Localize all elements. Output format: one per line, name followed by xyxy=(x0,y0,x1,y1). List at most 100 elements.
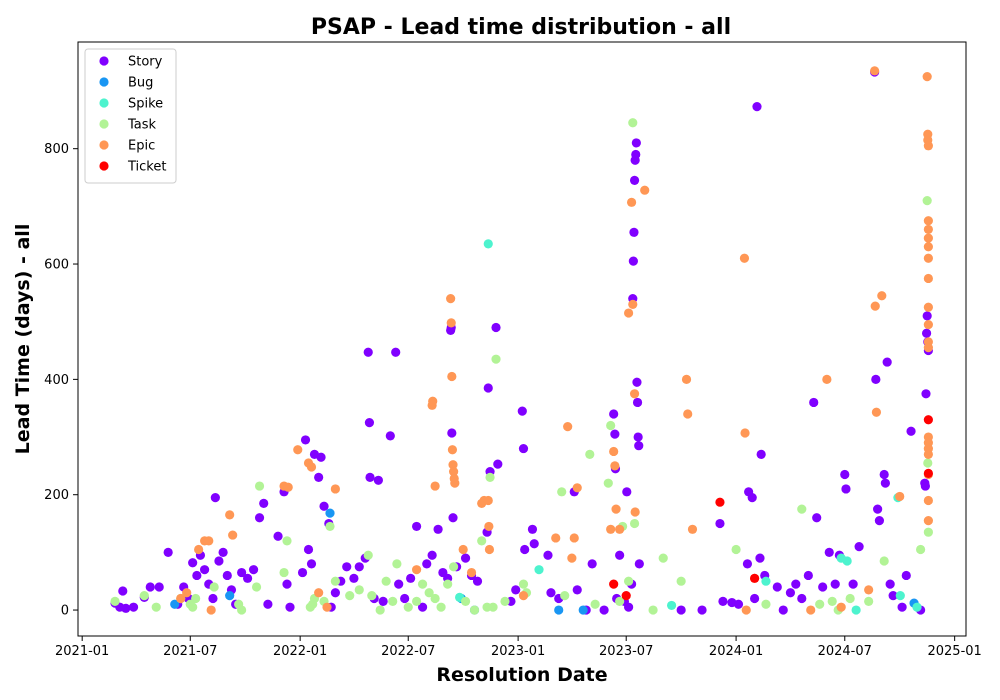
x-tick-label: 2024-01 xyxy=(709,644,763,659)
data-point-story xyxy=(920,481,930,491)
data-point-task xyxy=(488,602,498,612)
data-point-epic xyxy=(610,461,620,471)
data-point-epic xyxy=(567,553,577,563)
data-point-story xyxy=(624,602,634,612)
data-point-story xyxy=(631,138,641,148)
data-point-story xyxy=(192,570,202,581)
data-point-bug xyxy=(554,605,564,615)
data-point-task xyxy=(923,527,933,537)
data-point-ticket xyxy=(923,468,933,478)
data-point-task xyxy=(354,585,364,595)
data-point-story xyxy=(888,591,898,601)
data-point-story xyxy=(460,553,471,563)
data-point-epic xyxy=(449,467,459,477)
data-point-story xyxy=(809,397,819,408)
data-point-task xyxy=(827,596,837,607)
data-point-epic xyxy=(739,253,750,263)
data-point-story xyxy=(901,570,911,581)
data-point-epic xyxy=(450,478,460,488)
data-point-spike xyxy=(912,602,922,612)
data-point-task xyxy=(412,596,422,607)
legend-marker-spike xyxy=(99,98,109,108)
data-point-epic xyxy=(611,504,621,514)
data-point-story xyxy=(812,513,822,523)
data-point-epic xyxy=(870,301,880,311)
data-point-story xyxy=(259,498,269,508)
data-point-story xyxy=(818,582,828,592)
data-point-epic xyxy=(518,591,529,601)
data-point-story xyxy=(622,487,632,497)
data-point-epic xyxy=(606,524,616,534)
data-point-epic xyxy=(430,481,440,491)
data-point-task xyxy=(491,354,501,364)
data-point-spike xyxy=(666,600,677,611)
data-point-task xyxy=(560,591,570,601)
data-point-task xyxy=(381,576,391,586)
data-point-story xyxy=(785,588,796,598)
data-point-epic xyxy=(836,602,846,612)
data-point-epic xyxy=(458,544,468,555)
data-point-epic xyxy=(204,536,214,546)
data-point-story xyxy=(634,441,644,451)
data-point-story xyxy=(163,547,173,557)
data-point-epic xyxy=(466,567,477,578)
y-tick-label: 800 xyxy=(44,142,69,157)
data-point-task xyxy=(209,582,219,592)
data-point-task xyxy=(797,504,807,514)
data-point-epic xyxy=(923,516,933,526)
data-point-epic xyxy=(923,273,933,284)
data-point-story xyxy=(715,518,725,529)
data-point-task xyxy=(557,487,567,497)
data-point-task xyxy=(676,576,686,586)
data-point-epic xyxy=(870,66,880,76)
data-point-story xyxy=(897,602,907,612)
data-point-task xyxy=(449,562,459,572)
x-tick-label: 2024-07 xyxy=(818,644,872,659)
plot-area xyxy=(78,42,966,636)
data-point-task xyxy=(251,582,262,592)
data-point-story xyxy=(599,605,609,615)
data-point-task xyxy=(430,593,440,604)
data-point-story xyxy=(391,347,401,357)
data-point-task xyxy=(628,118,638,128)
data-point-epic xyxy=(225,510,235,520)
chart-title: PSAP - Lead time distribution - all xyxy=(311,15,731,40)
data-point-story xyxy=(363,347,373,357)
data-point-epic xyxy=(428,396,438,406)
data-point-story xyxy=(631,149,641,160)
data-point-story xyxy=(854,542,864,552)
data-point-epic xyxy=(283,482,293,492)
x-tick-label: 2021-07 xyxy=(163,644,217,659)
data-point-epic xyxy=(483,495,493,506)
data-point-epic xyxy=(806,605,816,615)
data-point-task xyxy=(330,576,340,586)
data-point-story xyxy=(772,582,782,592)
data-point-task xyxy=(923,458,933,468)
data-point-story xyxy=(218,547,228,557)
data-point-task xyxy=(139,591,149,601)
data-point-epic xyxy=(484,521,494,532)
data-point-task xyxy=(477,536,487,546)
data-point-story xyxy=(237,567,247,578)
data-point-story xyxy=(263,599,273,609)
data-point-story xyxy=(587,559,597,569)
data-point-spike xyxy=(534,565,544,575)
data-point-spike xyxy=(842,556,852,566)
data-point-ticket xyxy=(621,591,631,601)
data-point-task xyxy=(279,567,289,578)
data-point-story xyxy=(520,544,530,555)
data-point-epic xyxy=(412,565,422,575)
data-point-story xyxy=(427,550,437,560)
data-point-epic xyxy=(293,445,303,455)
data-point-story xyxy=(733,599,744,609)
data-point-story xyxy=(628,256,638,266)
data-point-story xyxy=(629,175,640,186)
data-point-story xyxy=(906,426,916,436)
data-point-task xyxy=(629,518,640,529)
data-point-task xyxy=(585,449,595,459)
data-point-epic xyxy=(923,242,933,252)
data-point-epic xyxy=(923,495,933,506)
data-point-epic xyxy=(446,294,456,304)
data-point-ticket xyxy=(609,579,619,589)
data-point-task xyxy=(367,591,377,601)
